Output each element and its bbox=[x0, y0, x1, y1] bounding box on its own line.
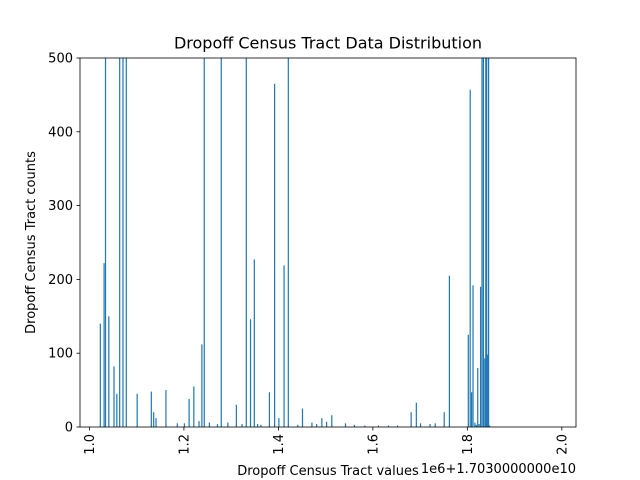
histogram-bar bbox=[116, 393, 118, 427]
y-tick-label: 400 bbox=[48, 125, 73, 140]
histogram-bar bbox=[484, 358, 486, 427]
histogram-bar bbox=[396, 425, 399, 427]
histogram-bar bbox=[183, 423, 185, 427]
x-tick-label: 2.0 bbox=[555, 434, 570, 455]
histogram-bar bbox=[104, 58, 107, 427]
plot-frame bbox=[79, 57, 577, 428]
histogram-bar bbox=[488, 58, 490, 427]
histogram-bar bbox=[220, 58, 222, 427]
histogram-bar bbox=[364, 425, 366, 427]
histogram-bar bbox=[410, 412, 412, 427]
histogram-bar bbox=[479, 286, 482, 427]
histogram-bar bbox=[471, 392, 473, 427]
y-tick-label: 500 bbox=[48, 52, 73, 67]
histogram-bar bbox=[353, 424, 356, 427]
histogram-bar bbox=[485, 58, 487, 427]
y-tick-label: 300 bbox=[48, 199, 73, 214]
histogram-bar bbox=[176, 423, 178, 427]
histogram-bar bbox=[245, 58, 247, 427]
x-tick-label: 1.6 bbox=[366, 434, 381, 455]
histogram-bar bbox=[321, 418, 323, 427]
histogram-bar bbox=[108, 316, 110, 427]
histogram-bar bbox=[153, 412, 155, 427]
y-tick-label: 0 bbox=[65, 421, 73, 436]
histogram-bar bbox=[99, 323, 101, 427]
histogram-bar bbox=[486, 58, 488, 427]
histogram-bar bbox=[477, 367, 479, 427]
histogram-bar bbox=[203, 58, 205, 427]
histogram-bar bbox=[216, 424, 219, 427]
histogram-bar bbox=[415, 402, 417, 427]
histogram-bar bbox=[253, 259, 255, 427]
histogram-bar bbox=[198, 421, 200, 427]
histogram-bar bbox=[487, 354, 489, 427]
histogram-bar bbox=[155, 418, 157, 427]
histogram-bar bbox=[472, 285, 474, 427]
x-tick-label: 1.4 bbox=[272, 434, 287, 455]
x-tick-label: 1.2 bbox=[177, 434, 192, 455]
histogram-bar bbox=[488, 425, 491, 427]
histogram-bar bbox=[278, 418, 280, 427]
histogram-bar bbox=[478, 424, 480, 427]
histogram-bar bbox=[481, 58, 483, 427]
histogram-bar bbox=[387, 425, 390, 427]
histogram-bar bbox=[469, 89, 471, 427]
histogram-bar bbox=[165, 390, 167, 427]
histogram-bar bbox=[467, 334, 469, 427]
histogram-bar bbox=[241, 424, 243, 427]
x-axis-offset-text: 1e6+1.7030000000e10 bbox=[421, 462, 576, 477]
histogram-bar bbox=[150, 391, 152, 427]
histogram-bar bbox=[208, 422, 211, 427]
bars-group bbox=[99, 58, 491, 427]
histogram-bar bbox=[331, 415, 333, 427]
histogram-bar bbox=[448, 275, 450, 427]
histogram-bar bbox=[287, 58, 289, 427]
histogram-bar bbox=[434, 423, 436, 427]
histogram-bar bbox=[193, 386, 195, 427]
histogram-bar bbox=[311, 422, 313, 427]
histogram-bar bbox=[188, 398, 190, 427]
y-tick-label: 200 bbox=[48, 273, 73, 288]
histogram-bar bbox=[201, 344, 203, 427]
histogram-bar bbox=[443, 412, 445, 427]
histogram-bar bbox=[113, 366, 115, 427]
histogram-bar bbox=[301, 408, 304, 427]
histogram-bar bbox=[235, 404, 237, 427]
x-axis-ticks: 1.0 1.2 1.4 1.6 1.8 2.0 bbox=[83, 427, 570, 455]
histogram-bar bbox=[419, 423, 422, 427]
y-tick-label: 100 bbox=[48, 347, 73, 362]
histogram-bar bbox=[227, 422, 229, 427]
histogram-bar bbox=[249, 319, 252, 427]
x-axis-label: Dropoff Census Tract values bbox=[237, 464, 419, 479]
histogram-bar bbox=[475, 424, 477, 427]
histogram-bar bbox=[136, 393, 138, 427]
histogram-bar bbox=[297, 424, 299, 427]
histogram-bar bbox=[122, 58, 124, 427]
histogram-bar bbox=[344, 423, 347, 427]
histogram-bar bbox=[268, 392, 271, 427]
y-axis-label: Dropoff Census Tract counts bbox=[24, 151, 39, 334]
histogram-bar bbox=[125, 58, 127, 427]
histogram-bar bbox=[283, 265, 285, 427]
histogram-bar bbox=[474, 422, 476, 427]
x-tick-label: 1.8 bbox=[461, 434, 476, 455]
histogram-bar bbox=[257, 424, 259, 427]
histogram-bar bbox=[482, 58, 485, 427]
histogram-bar bbox=[260, 424, 262, 427]
y-axis-ticks: 0 100 200 300 400 500 bbox=[48, 52, 80, 436]
histogram-bar bbox=[103, 263, 105, 427]
histogram-bar bbox=[316, 424, 318, 427]
histogram-bar bbox=[429, 424, 431, 427]
chart-title: Dropoff Census Tract Data Distribution bbox=[174, 34, 482, 53]
histogram-bar bbox=[274, 83, 276, 427]
histogram-bar bbox=[325, 421, 328, 427]
histogram-bar bbox=[377, 425, 380, 427]
x-tick-label: 1.0 bbox=[83, 434, 98, 455]
histogram-bar bbox=[119, 58, 121, 427]
